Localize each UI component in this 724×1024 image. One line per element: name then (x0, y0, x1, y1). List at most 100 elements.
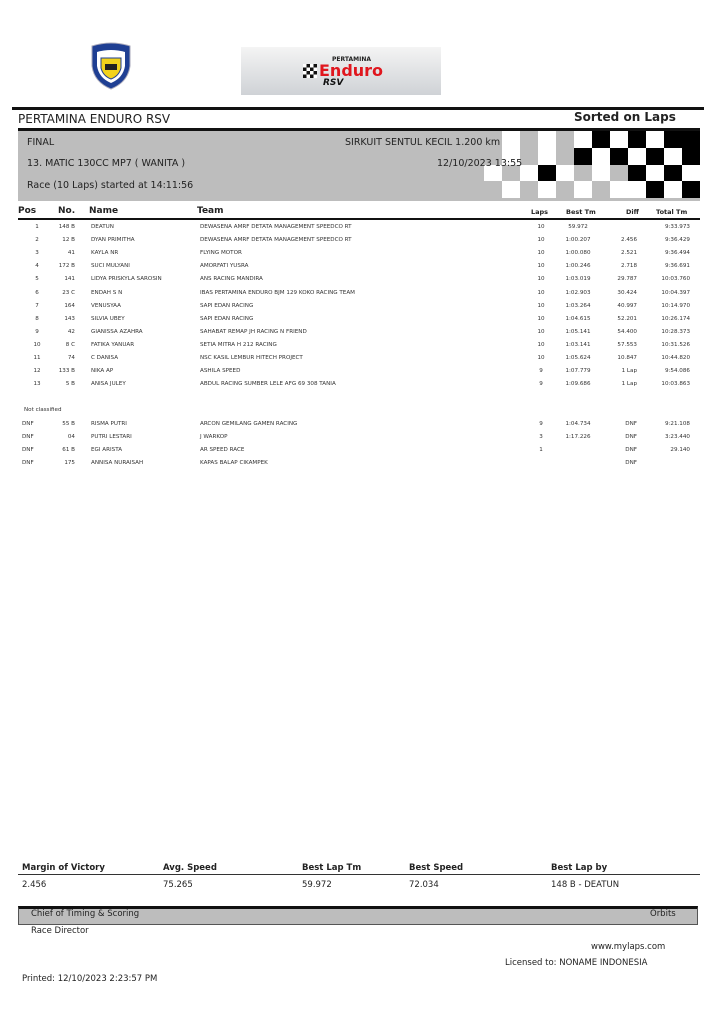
cell-total: 10:04.397 (661, 289, 690, 296)
cell-name: NIKA AP (91, 368, 114, 375)
divider (18, 874, 700, 875)
cell-best: 1:05.141 (565, 328, 591, 335)
cell-team: ANS RACING MANDIRA (200, 276, 263, 283)
cell-pos: 3 (35, 250, 39, 257)
flag-square (646, 164, 664, 182)
flag-square (574, 131, 592, 148)
cell-laps: 10 (537, 263, 545, 270)
sort-label: Sorted on Laps (574, 110, 676, 124)
cell-no: 04 (67, 434, 75, 441)
website-label: www.mylaps.com (591, 942, 666, 952)
flag-square (646, 181, 664, 198)
cell-total: 9:36.494 (664, 250, 690, 257)
cell-team: SAHABAT REMAP JH RACING N FRIEND (200, 328, 307, 335)
cell-total: 10:03.760 (661, 276, 690, 283)
flag-square (664, 147, 682, 165)
flag-square (574, 181, 592, 198)
cell-best: 1:04.615 (565, 315, 591, 322)
cell-total: 10:03.863 (661, 381, 690, 388)
divider (18, 218, 700, 220)
flag-square (664, 164, 682, 182)
flag-square (574, 147, 592, 165)
summary-label: Best Lap Tm (302, 863, 362, 873)
flag-square (610, 181, 628, 198)
class-label: 13. MATIC 130CC MP7 ( WANITA ) (27, 158, 186, 169)
cell-best: 1:09.686 (565, 381, 591, 388)
cell-total: 9:33.973 (664, 224, 690, 230)
cell-laps: 10 (537, 315, 545, 322)
cell-pos: 1 (35, 224, 39, 230)
flag-square (502, 147, 520, 165)
cell-team: ABDUL RACING SUMBER LELE AFG 69 308 TANI… (200, 381, 336, 388)
flag-square (484, 181, 502, 198)
flag-square (628, 164, 646, 182)
flag-square (592, 164, 610, 182)
flag-square (556, 147, 574, 165)
cell-pos: 10 (33, 341, 41, 348)
cell-pos: 7 (35, 302, 39, 309)
cell-no: 164 (64, 302, 75, 309)
cell-name: ENDAH S N (91, 289, 123, 296)
cell-diff: 2.456 (620, 237, 637, 244)
cell-pos: DNF (22, 421, 34, 427)
cell-team: SAPI EDAN RACING (200, 302, 254, 309)
session-label: FINAL (27, 137, 55, 148)
cell-name: DEATUN (91, 224, 114, 230)
cell-no: 175 (64, 460, 75, 467)
cell-no: 143 (64, 315, 75, 322)
cell-no: 8 C (65, 341, 75, 348)
cell-pos: DNF (22, 447, 34, 454)
col-no: No. (58, 206, 76, 216)
cell-diff: DNF (625, 447, 637, 454)
cell-no: 133 B (58, 368, 75, 375)
cell-best: 1:03.141 (565, 341, 591, 348)
col-pos: Pos (18, 206, 37, 216)
cell-best: 1:00.080 (565, 250, 591, 257)
summary-value: 148 B - DEATUN (551, 880, 620, 890)
cell-no: 41 (67, 250, 75, 257)
summary-label: Margin of Victory (22, 863, 105, 873)
cell-total: 9:36.691 (664, 263, 690, 270)
flag-square (520, 181, 538, 198)
cell-no: 74 (67, 355, 75, 361)
summary-value: 75.265 (163, 880, 193, 890)
cell-diff: 2.718 (620, 263, 637, 270)
not-classified-label: Not classified (24, 407, 62, 413)
checkered-flag-graphic (484, 131, 700, 198)
cell-best: 1:03.264 (565, 302, 591, 309)
cell-diff: DNF (625, 421, 637, 427)
cell-diff: 52.201 (617, 315, 637, 322)
cell-laps: 10 (537, 224, 545, 230)
cell-no: 148 B (58, 224, 75, 230)
cell-total: 10:44.820 (661, 355, 690, 361)
cell-diff: 10.847 (617, 355, 637, 361)
cell-total: 9:21.108 (664, 421, 690, 427)
flag-square (556, 181, 574, 198)
cell-laps: 10 (537, 237, 545, 244)
col-best-time: Best Tm (566, 208, 596, 216)
flag-square (646, 131, 664, 148)
cell-diff: 29.787 (617, 276, 637, 283)
flag-square (664, 181, 682, 198)
cell-laps: 10 (537, 328, 545, 335)
flag-square (610, 131, 628, 148)
cell-best: 1:02.903 (565, 289, 591, 296)
flag-square (502, 164, 520, 182)
officials-bar (18, 906, 698, 925)
cell-name: PUTRI LESTARI (91, 434, 132, 441)
flag-square (538, 147, 556, 165)
cell-team: ARCON GEMILANG GAMEN RACING (200, 421, 298, 427)
flag-square (484, 147, 502, 165)
col-total-time: Total Tm (656, 208, 688, 216)
race-director-label: Race Director (31, 926, 89, 936)
cell-laps: 9 (539, 421, 543, 427)
flag-square (556, 164, 574, 182)
cell-pos: DNF (22, 434, 34, 441)
flag-square (520, 164, 538, 182)
flag-square (628, 181, 646, 198)
cell-name: SILVIA UBEY (91, 315, 125, 322)
cell-diff: 57.553 (617, 341, 637, 348)
cell-total: 10:26.174 (661, 315, 690, 322)
cell-best: 1:07.779 (565, 368, 591, 375)
circuit-label: SIRKUIT SENTUL KECIL 1.200 km (345, 137, 501, 148)
